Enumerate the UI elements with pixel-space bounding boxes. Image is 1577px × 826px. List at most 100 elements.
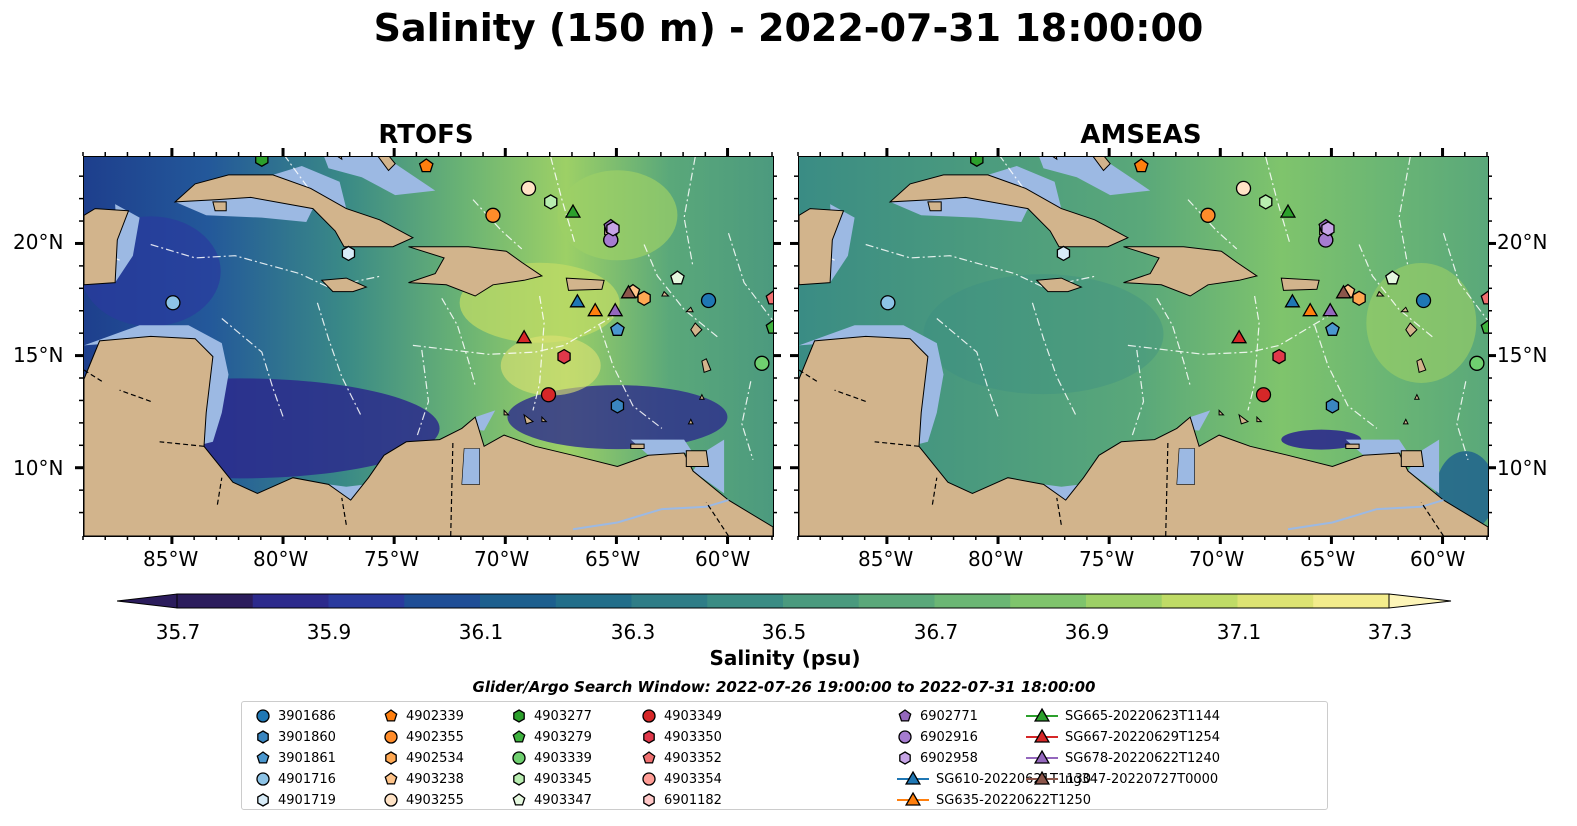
observation-marker: [515, 329, 533, 344]
panel-title-rtofs: RTOFS: [378, 120, 474, 150]
legend-pentagon-icon: [384, 772, 398, 785]
legend-label: SG667-20220629T1254: [1065, 729, 1221, 745]
observation-marker: [607, 302, 624, 317]
legend-item: 4901719: [254, 790, 336, 810]
legend-marker: [384, 730, 398, 744]
observation-marker: [880, 295, 896, 311]
colorbar-segment: [404, 594, 481, 608]
legend-item: 4903349: [640, 706, 722, 726]
observation-marker: [1284, 293, 1301, 308]
legend-label: 4902534: [406, 750, 464, 766]
observation-marker: [1235, 180, 1252, 197]
legend-marker: [256, 709, 270, 723]
legend-label: 6902958: [920, 750, 978, 766]
observation-marker: [341, 245, 356, 262]
colorbar-tick-label: 36.3: [610, 620, 656, 644]
legend-label: 6901182: [664, 792, 722, 808]
observation-marker: [1279, 203, 1297, 218]
legend-marker: [384, 793, 398, 807]
legend-item: 4903339: [510, 748, 592, 768]
observation-marker: [637, 290, 651, 307]
legend-item: ng347-20220727T0000: [1025, 769, 1218, 789]
legend-marker: [643, 793, 655, 807]
observation-marker: [606, 221, 620, 237]
legend-pentagon-icon: [256, 751, 270, 764]
legend-marker: [904, 791, 922, 806]
lon-label-85w: 85°W: [143, 547, 199, 571]
colorbar-segment: [707, 594, 784, 608]
legend-label: 4903349: [664, 708, 722, 724]
legend-label: 4903339: [534, 750, 592, 766]
legend-item: 4901716: [254, 769, 336, 789]
legend-label: 3901686: [278, 708, 336, 724]
legend-label: 4903277: [534, 708, 592, 724]
legend-hexagon-icon: [513, 709, 525, 723]
lat-label-15n-right: 15°N: [1497, 343, 1548, 367]
observation-marker: [1272, 348, 1286, 365]
colorbar-segment: [631, 594, 708, 608]
observation-marker: [1385, 270, 1400, 285]
legend-circle-icon: [512, 751, 526, 765]
legend-label: 4903255: [406, 792, 464, 808]
legend-item: 4903347: [510, 790, 592, 810]
legend-marker: [257, 730, 269, 744]
legend-hexagon-icon: [643, 793, 655, 807]
legend-hexagon-icon: [513, 772, 525, 786]
colorbar-segment: [1313, 594, 1390, 608]
legend-item: 4903354: [640, 769, 722, 789]
legend-item: 4903352: [640, 748, 722, 768]
colorbar-tick-label: 36.7: [913, 620, 959, 644]
legend-label: SG665-20220623T1144: [1065, 708, 1221, 724]
legend-circle-icon: [898, 730, 912, 744]
legend-label: 6902916: [920, 729, 978, 745]
legend-line-triangle-icon: [1026, 728, 1058, 743]
colorbar-tick-label: 35.9: [306, 620, 352, 644]
lat-label-20n-right: 20°N: [1497, 230, 1548, 254]
colorbar-segment: [934, 594, 1011, 608]
legend-circle-icon: [256, 772, 270, 786]
observation-marker: [620, 284, 637, 299]
lat-label-20n: 20°N: [13, 230, 64, 254]
legend-marker: [384, 709, 398, 722]
legend-marker: [256, 751, 270, 764]
observation-marker: [540, 387, 557, 403]
observation-marker: [165, 295, 181, 311]
legend-item: SG635-20220622T1250: [896, 790, 1091, 810]
legend-label: ng347-20220727T0000: [1065, 771, 1219, 787]
colorbar-segment: [1237, 594, 1314, 608]
legend-pentagon-icon: [642, 751, 656, 764]
map-panel-amseas[interactable]: [798, 156, 1489, 537]
observation-marker: [255, 157, 269, 167]
legend-item: 4903279: [510, 727, 592, 747]
observation-marker: [1335, 284, 1352, 299]
legend-marker: [384, 772, 398, 785]
lat-label-10n: 10°N: [13, 456, 64, 480]
observation-marker: [520, 180, 537, 197]
lat-label-10n-right: 10°N: [1497, 456, 1548, 480]
legend-marker: [898, 730, 912, 744]
colorbar-segment: [1010, 594, 1087, 608]
legend-label: 4901719: [278, 792, 336, 808]
observation-marker: [1415, 292, 1432, 309]
observation-marker: [1200, 207, 1216, 223]
map-panel-rtofs[interactable]: [83, 156, 774, 537]
colorbar-segment: [858, 594, 935, 608]
legend-item: 4902534: [382, 748, 464, 768]
legend-pentagon-icon: [384, 709, 398, 722]
legend-circle-icon: [384, 793, 398, 807]
observation-marker: [1255, 387, 1272, 403]
colorbar-segment: [1161, 594, 1238, 608]
observation-marker: [1259, 194, 1273, 210]
legend-hexagon-icon: [257, 793, 269, 807]
observation-marker: [1325, 321, 1340, 336]
legend-item: SG678-20220622T1240: [1025, 748, 1220, 768]
legend-label: 3901861: [278, 750, 336, 766]
legend-marker: [899, 751, 911, 765]
lon-label-85w-right: 85°W: [858, 547, 914, 571]
observation-marker: [1352, 290, 1366, 307]
legend-marker: [642, 709, 656, 723]
legend-marker: [898, 709, 912, 722]
legend-label: 4903345: [534, 771, 592, 787]
lon-label-65w-right: 65°W: [1300, 547, 1356, 571]
observation-marker: [765, 290, 773, 305]
